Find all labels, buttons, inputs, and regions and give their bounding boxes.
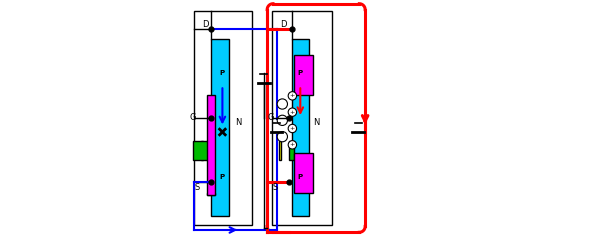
- Text: P: P: [220, 174, 225, 181]
- Text: P: P: [298, 70, 303, 76]
- Circle shape: [288, 141, 297, 149]
- Bar: [207, 193, 216, 195]
- Bar: [193, 141, 211, 160]
- Text: S: S: [194, 183, 199, 193]
- Bar: [279, 141, 281, 160]
- Text: N: N: [235, 118, 241, 127]
- Bar: [207, 95, 216, 195]
- Text: +: +: [290, 110, 295, 115]
- Text: G: G: [267, 114, 274, 122]
- Bar: [294, 153, 312, 193]
- Circle shape: [288, 124, 297, 133]
- Text: +: +: [290, 126, 295, 131]
- Text: N: N: [313, 118, 319, 127]
- Text: P: P: [298, 174, 303, 181]
- Text: P: P: [220, 70, 225, 76]
- Bar: [292, 39, 309, 216]
- Text: D: D: [202, 20, 209, 29]
- Text: G: G: [190, 114, 196, 122]
- Text: D: D: [280, 20, 287, 29]
- Bar: [289, 141, 294, 160]
- Circle shape: [277, 99, 287, 109]
- Circle shape: [277, 115, 287, 126]
- Bar: [211, 39, 229, 216]
- Circle shape: [288, 108, 297, 116]
- Bar: [272, 11, 333, 225]
- Text: S: S: [272, 183, 277, 193]
- Bar: [194, 11, 252, 225]
- Text: +: +: [290, 93, 295, 98]
- Bar: [294, 55, 312, 95]
- Text: +: +: [290, 142, 295, 147]
- Circle shape: [288, 92, 297, 100]
- Bar: [201, 141, 203, 160]
- Circle shape: [277, 131, 287, 142]
